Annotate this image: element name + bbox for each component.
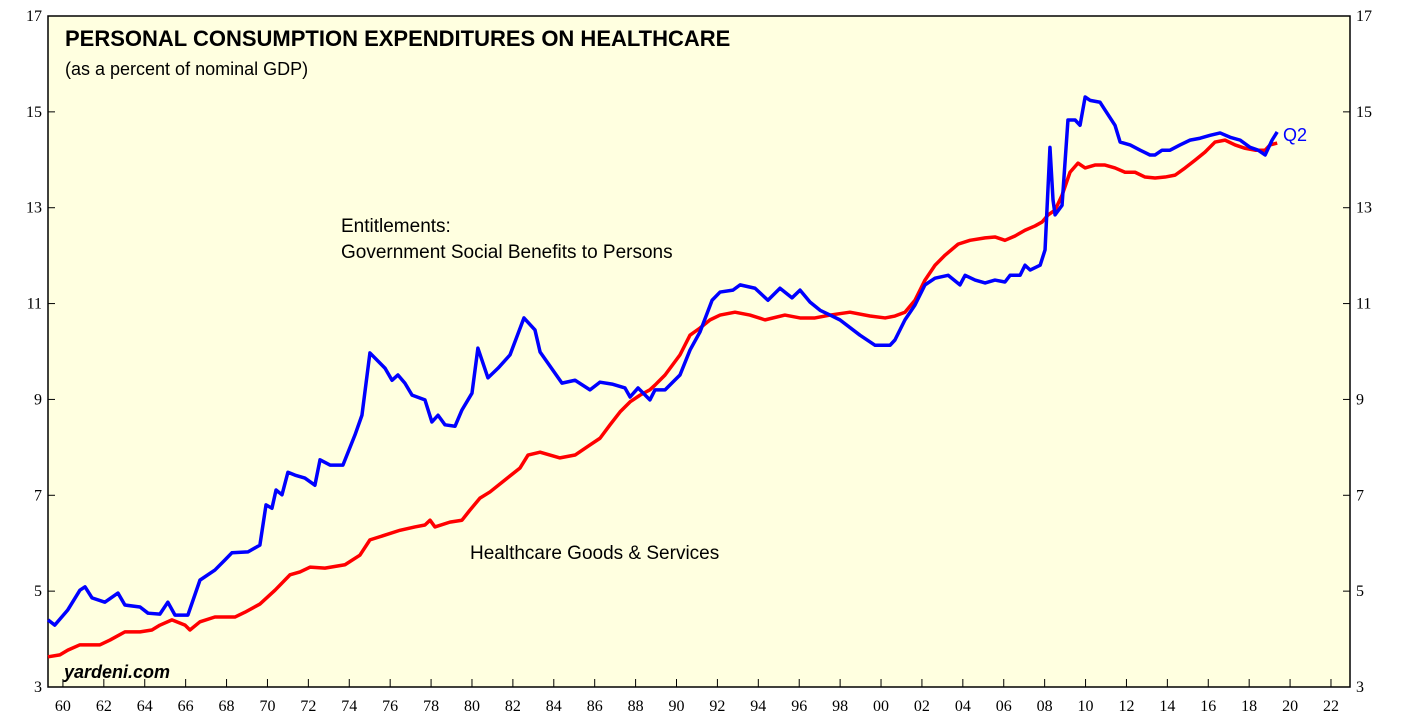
y-tick-label: 5 xyxy=(34,583,42,600)
x-tick-label: 00 xyxy=(873,698,889,715)
x-tick-label: 78 xyxy=(423,698,439,715)
y-tick-label: 11 xyxy=(1356,296,1371,313)
y-tick-label: 15 xyxy=(26,104,42,121)
x-tick-label: 66 xyxy=(178,698,194,715)
plot-area xyxy=(47,15,1351,688)
x-tick-label: 62 xyxy=(96,698,112,715)
x-tick-label: 68 xyxy=(219,698,235,715)
annotation: Entitlements: xyxy=(341,216,451,237)
x-tick-label: 22 xyxy=(1323,698,1339,715)
y-tick-label: 17 xyxy=(26,8,42,25)
x-tick-label: 86 xyxy=(587,698,603,715)
x-tick-label: 92 xyxy=(709,698,725,715)
x-tick-label: 74 xyxy=(341,698,357,715)
x-tick-label: 10 xyxy=(1078,698,1094,715)
y-tick-label: 15 xyxy=(1356,104,1372,121)
y-tick-label: 13 xyxy=(26,200,42,217)
x-tick-label: 90 xyxy=(669,698,685,715)
x-tick-label: 76 xyxy=(382,698,398,715)
x-tick-label: 84 xyxy=(546,698,562,715)
chart-title: PERSONAL CONSUMPTION EXPENDITURES ON HEA… xyxy=(65,26,730,51)
y-tick-label: 7 xyxy=(34,487,42,504)
y-tick-label: 3 xyxy=(1356,679,1364,696)
chart-subtitle: (as a percent of nominal GDP) xyxy=(65,59,308,79)
x-tick-label: 72 xyxy=(300,698,316,715)
x-tick-label: 88 xyxy=(628,698,644,715)
annotation: Healthcare Goods & Services xyxy=(470,543,719,564)
x-tick-label: 98 xyxy=(832,698,848,715)
x-tick-label: 18 xyxy=(1241,698,1257,715)
y-tick-label: 5 xyxy=(1356,583,1364,600)
x-tick-label: 06 xyxy=(996,698,1012,715)
series-line xyxy=(47,138,1278,659)
source: yardeni.com xyxy=(63,662,170,682)
y-tick-label: 11 xyxy=(27,296,42,313)
x-tick-label: 96 xyxy=(791,698,807,715)
x-tick-label: 08 xyxy=(1037,698,1053,715)
x-tick-label: 70 xyxy=(259,698,275,715)
x-tick-label: 04 xyxy=(955,698,971,715)
x-tick-label: 80 xyxy=(464,698,480,715)
y-tick-label: 7 xyxy=(1356,487,1364,504)
x-tick-label: 60 xyxy=(55,698,71,715)
x-tick-label: 16 xyxy=(1200,698,1216,715)
y-tick-label: 13 xyxy=(1356,200,1372,217)
x-tick-label: 14 xyxy=(1159,698,1175,715)
x-tick-label: 82 xyxy=(505,698,521,715)
y-tick-label: 9 xyxy=(1356,391,1364,408)
y-tick-label: 9 xyxy=(34,391,42,408)
x-tick-label: 94 xyxy=(750,698,766,715)
series-line xyxy=(46,95,1279,627)
x-tick-label: 12 xyxy=(1118,698,1134,715)
x-tick-label: 20 xyxy=(1282,698,1298,715)
y-tick-label: 3 xyxy=(34,679,42,696)
x-tick-label: 02 xyxy=(914,698,930,715)
annotation: Government Social Benefits to Persons xyxy=(341,242,673,263)
end-label: Q2 xyxy=(1283,125,1307,145)
y-tick-label: 17 xyxy=(1356,8,1372,25)
x-tick-label: 64 xyxy=(137,698,153,715)
